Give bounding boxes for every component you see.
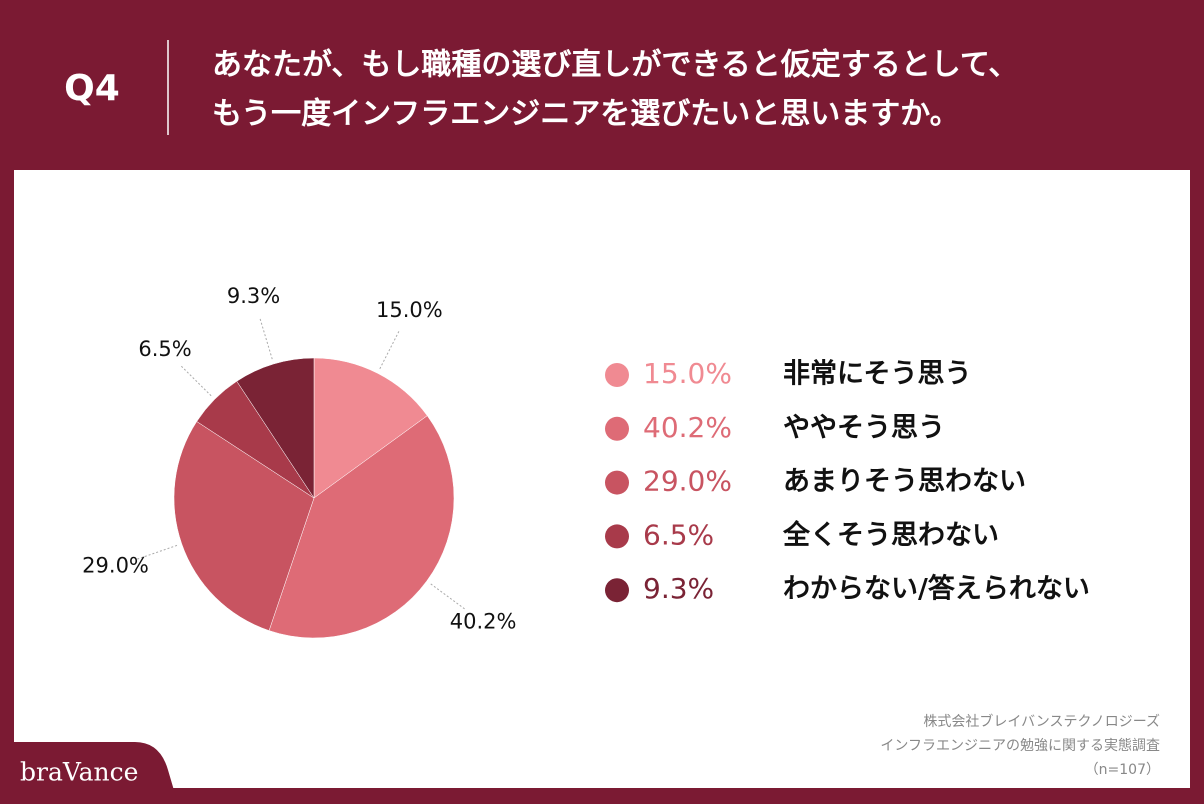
slice-label: 29.0%: [82, 554, 149, 578]
slice-label: 15.0%: [376, 298, 443, 322]
legend-marker: [605, 578, 629, 603]
pie-slice: [173, 421, 315, 631]
legend-marker: [605, 470, 629, 495]
brand-tab: [0, 742, 178, 804]
legend-label: 非常にそう思う: [783, 359, 971, 390]
title-line: もう一度インフラエンジニアを選びたいと思いますか。: [212, 97, 960, 132]
title-line: あなたが、もし職種の選び直しができると仮定するとして、: [212, 48, 1018, 83]
legend-label: わからない/答えられない: [783, 573, 1090, 605]
source-line: インフラエンジニアの勉強に関する実態調査: [880, 738, 1160, 754]
legend-label: ややそう思う: [783, 412, 945, 443]
brand-logo: braVance: [20, 758, 138, 787]
legend-value: 15.0%: [643, 357, 732, 390]
source-line: （n=107）: [1085, 762, 1160, 778]
legend-value: 29.0%: [643, 465, 732, 498]
leader-line: [379, 330, 400, 370]
legend-marker: [605, 363, 629, 387]
pie-slice: [236, 357, 315, 499]
pie-slice: [268, 415, 455, 639]
slice-label: 6.5%: [138, 337, 191, 361]
leader-line: [430, 583, 466, 610]
source-line: 株式会社ブレイバンステクノロジーズ: [923, 713, 1160, 730]
leader-line: [259, 317, 273, 360]
legend-label: 全くそう思わない: [782, 519, 999, 551]
legend-marker: [605, 524, 629, 549]
leader-line: [180, 365, 212, 397]
legend-label: あまりそう思わない: [783, 466, 1026, 497]
slice-label: 9.3%: [227, 284, 280, 308]
legend-value: 6.5%: [643, 518, 714, 551]
leader-line: [136, 544, 178, 560]
legend-value: 40.2%: [643, 411, 732, 444]
legend-marker: [605, 416, 629, 441]
slice-label: 40.2%: [450, 609, 517, 633]
pie-slice: [313, 357, 428, 499]
question-label: Q4: [64, 68, 120, 109]
legend-value: 9.3%: [643, 572, 714, 605]
